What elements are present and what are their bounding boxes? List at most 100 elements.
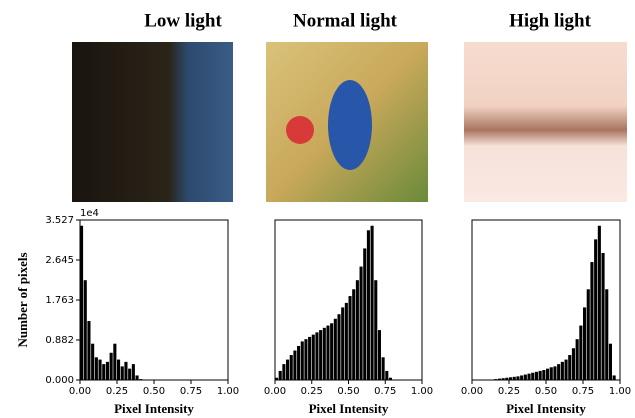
histogram-bar <box>382 357 385 380</box>
histogram-bar <box>349 296 352 380</box>
histogram-bar <box>605 289 608 380</box>
x-axis-label: Pixel Intensity <box>309 401 389 416</box>
histogram-bar <box>304 339 307 380</box>
histogram-bar <box>516 376 519 380</box>
histogram-bar <box>579 326 582 380</box>
histogram-bar <box>594 239 597 380</box>
histogram-bar <box>312 335 315 380</box>
histogram-bar <box>535 372 538 380</box>
y-tick-label: 0.000 <box>45 375 74 386</box>
histogram-bar <box>367 230 370 380</box>
y-tick-label: 3.527 <box>45 215 74 226</box>
histogram-bar <box>587 289 590 380</box>
plot-frame <box>80 220 228 380</box>
y-axis-label: Number of pixels <box>15 252 30 347</box>
histogram-bar <box>330 323 333 380</box>
high-light-photo <box>464 42 627 202</box>
histogram-bar <box>520 375 523 380</box>
x-axis-label: Pixel Intensity <box>114 401 194 416</box>
histogram-bar <box>550 367 553 380</box>
histogram-bar <box>136 375 139 380</box>
x-tick-label: 0.25 <box>498 386 520 397</box>
y-tick-label: 0.882 <box>45 335 74 346</box>
histogram-bar <box>319 330 322 380</box>
histogram-bar <box>572 348 575 380</box>
histogram-bar <box>334 319 337 380</box>
histogram-bar <box>110 353 113 380</box>
histogram-bar <box>565 360 568 380</box>
histogram-bar <box>542 370 545 380</box>
histogram-bar <box>583 307 586 380</box>
x-tick-label: 0.75 <box>374 386 396 397</box>
histogram-bar <box>528 374 531 380</box>
histogram-bar <box>121 366 124 380</box>
chart-title: Normal light <box>293 10 398 31</box>
histogram-bar <box>301 341 304 380</box>
histogram-bar <box>576 339 579 380</box>
histogram-bar <box>602 253 605 380</box>
histogram-bar <box>531 373 534 380</box>
chart-title: Low light <box>144 10 222 31</box>
x-tick-label: 0.00 <box>461 386 483 397</box>
x-tick-label: 1.00 <box>609 386 631 397</box>
histogram-bar <box>286 360 289 380</box>
histogram-bar <box>84 280 87 380</box>
histogram-bar <box>524 375 527 380</box>
histogram-bar <box>124 362 127 380</box>
chart-title: High light <box>509 10 591 31</box>
histogram-bar <box>609 344 612 380</box>
fan <box>286 116 314 144</box>
histogram-bar <box>106 362 109 380</box>
histogram-bar <box>341 307 344 380</box>
histogram-bar <box>290 355 293 380</box>
histogram-bar <box>117 360 120 380</box>
histogram-bar <box>282 364 285 380</box>
histogram-bar <box>568 355 571 380</box>
histogram-bar <box>378 330 381 380</box>
histogram-bar <box>352 289 355 380</box>
histogram-bar <box>539 371 542 380</box>
x-tick-label: 0.50 <box>143 386 165 397</box>
histogram-bar <box>132 364 135 380</box>
histogram-bar <box>385 371 388 380</box>
x-tick-label: 0.25 <box>106 386 128 397</box>
x-tick-label: 0.75 <box>572 386 594 397</box>
low-light-photo <box>72 42 233 202</box>
x-tick-label: 0.75 <box>180 386 202 397</box>
figure: Low light 0.00 0.25 0.50 0.75 1.00 Pixel Inten… <box>0 0 635 418</box>
histogram-bar <box>590 262 593 380</box>
x-tick-label: 0.25 <box>301 386 323 397</box>
histogram-bar <box>99 360 102 380</box>
histogram-bar <box>95 357 98 380</box>
histogram-bar <box>598 226 601 380</box>
x-tick-label: 0.50 <box>535 386 557 397</box>
histogram-bar <box>360 267 363 380</box>
vase <box>328 80 372 170</box>
histogram-bar <box>293 351 296 380</box>
histogram-bar <box>356 280 359 380</box>
histogram-bar <box>315 332 318 380</box>
x-tick-label: 1.00 <box>411 386 433 397</box>
histogram-bar <box>371 226 374 380</box>
x-tick-label: 0.00 <box>264 386 286 397</box>
histogram-bar <box>87 321 90 380</box>
x-tick-label: 0.00 <box>69 386 91 397</box>
histogram-bar <box>297 346 300 380</box>
x-axis-label: Pixel Intensity <box>506 401 586 416</box>
y-tick-label: 2.645 <box>45 255 74 266</box>
histogram-bar <box>113 344 116 380</box>
histogram-bar <box>546 369 549 380</box>
histogram-bar <box>363 248 366 380</box>
histogram-bar <box>553 366 556 380</box>
histogram-bar <box>102 364 105 380</box>
histogram-bar <box>91 344 94 380</box>
y-tick-label: 1.763 <box>45 295 74 306</box>
histogram-bar <box>613 375 616 380</box>
histogram-bar <box>323 328 326 380</box>
histogram-bar <box>337 314 340 380</box>
histogram-bar <box>279 371 282 380</box>
x-tick-label: 1.00 <box>217 386 239 397</box>
histogram-bar <box>345 303 348 380</box>
histogram-bar <box>326 326 329 380</box>
y-multiplier: 1e4 <box>80 208 99 219</box>
